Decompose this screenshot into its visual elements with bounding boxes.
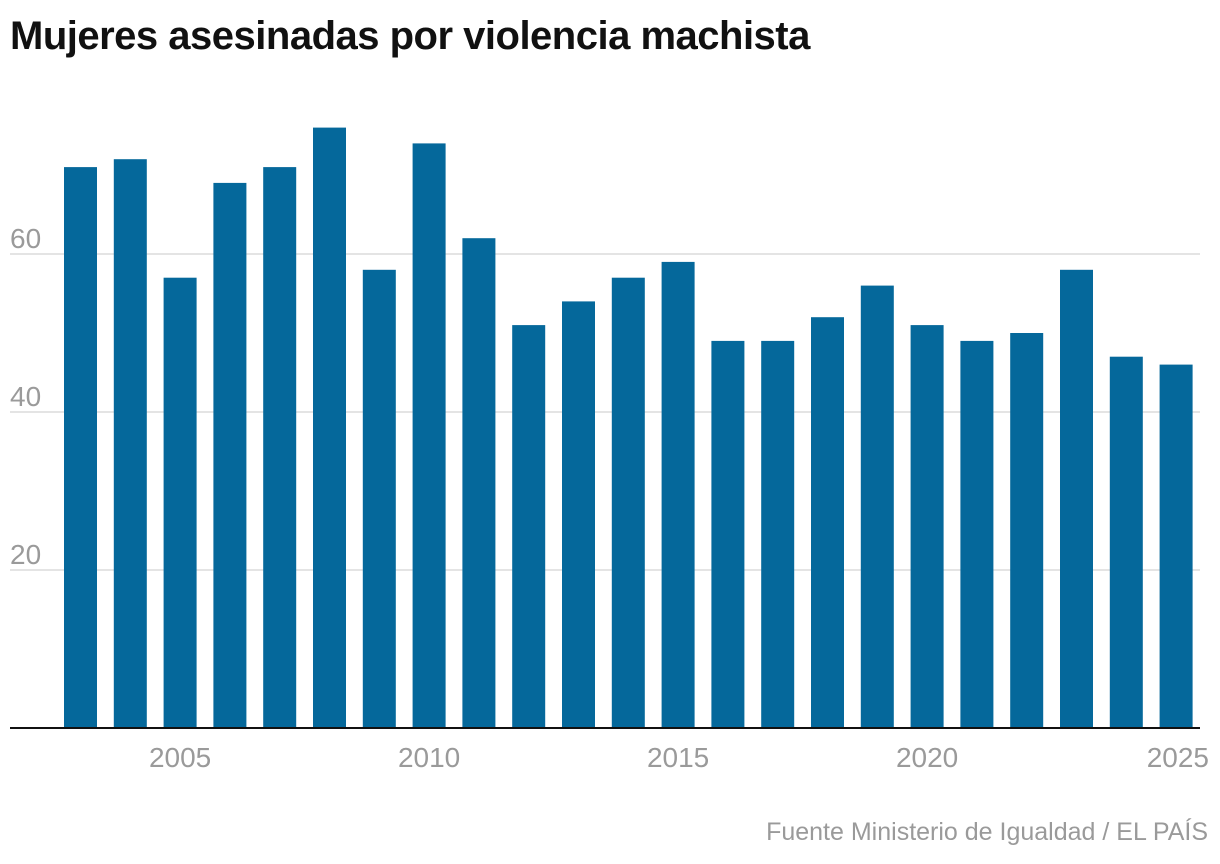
bar-2005 <box>163 277 197 728</box>
bar-2003 <box>64 167 97 729</box>
bar-2017 <box>761 340 795 728</box>
bar-2010 <box>412 143 446 728</box>
chart-title: Mujeres asesinadas por violencia machist… <box>10 14 810 58</box>
bar-2025 <box>1159 364 1193 728</box>
gridlines <box>10 253 1200 571</box>
bar-2004 <box>113 159 147 728</box>
bar-2008 <box>313 127 346 729</box>
y-tick-label: 40 <box>10 381 41 412</box>
x-tick-label: 2005 <box>149 742 211 773</box>
bar-2006 <box>213 182 247 728</box>
bar-2019 <box>860 285 894 728</box>
bar-2021 <box>960 340 994 728</box>
bar-2020 <box>910 325 944 728</box>
bar-2018 <box>811 317 844 728</box>
bar-2014 <box>611 277 645 728</box>
x-tick-label: 2010 <box>398 742 460 773</box>
x-tick-label: 2015 <box>647 742 709 773</box>
bar-2016 <box>711 340 745 728</box>
bars <box>64 127 1193 729</box>
source-note: Fuente Ministerio de Igualdad / EL PAÍS <box>766 818 1208 846</box>
bar-2013 <box>562 301 595 728</box>
x-axis-tick-labels: 2005 2010 2015 2020 2025 <box>149 742 1209 773</box>
y-tick-label: 20 <box>10 539 41 570</box>
bar-2012 <box>512 325 546 728</box>
y-tick-label: 60 <box>10 223 41 254</box>
bar-2024 <box>1109 356 1143 728</box>
x-tick-label: 2025 <box>1147 742 1209 773</box>
bar-2023 <box>1060 269 1093 728</box>
bar-2022 <box>1010 333 1044 728</box>
bar-2011 <box>462 238 496 728</box>
bar-2015 <box>661 261 695 728</box>
y-axis-tick-labels: 20 40 60 <box>10 223 41 570</box>
bar-2007 <box>263 167 297 729</box>
bar-2009 <box>362 269 396 728</box>
x-tick-label: 2020 <box>896 742 958 773</box>
